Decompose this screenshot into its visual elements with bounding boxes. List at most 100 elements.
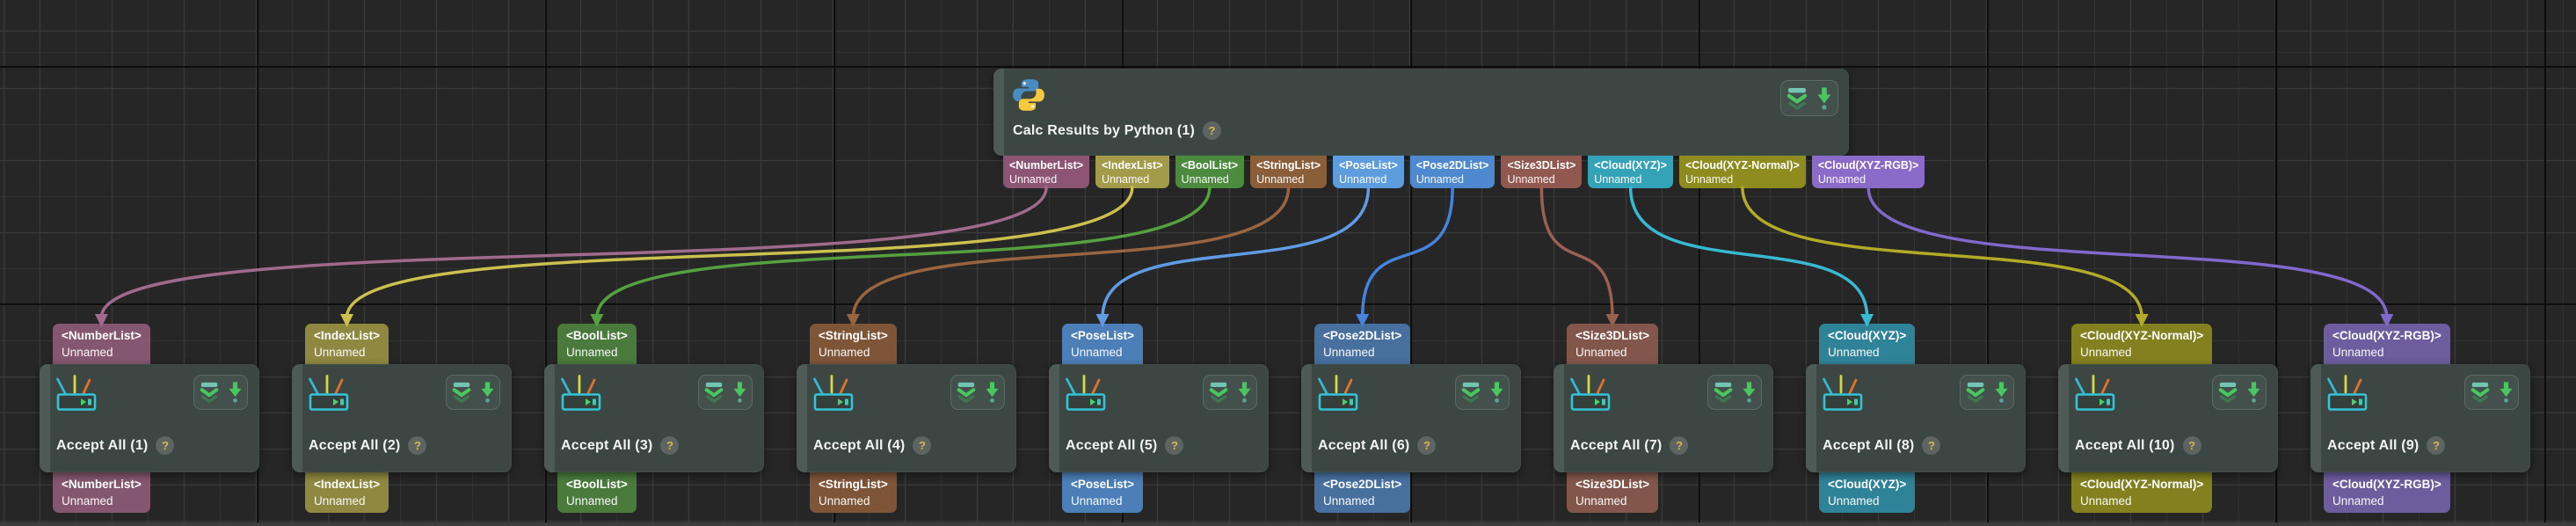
output-port-size3dlist[interactable]: <Size3DList> Unnamed <box>1501 156 1583 188</box>
node-body[interactable]: Accept All (5) ? <box>1049 364 1269 472</box>
output-port[interactable]: <Pose2DList> Unnamed <box>1314 472 1411 513</box>
port-type-label: <BoolList> <box>1181 159 1239 172</box>
wire[interactable] <box>851 186 1291 319</box>
wire[interactable] <box>1360 186 1454 319</box>
arrow-down-icon[interactable] <box>1993 381 2010 404</box>
wire[interactable] <box>1539 186 1614 319</box>
input-port[interactable]: <Size3DList> Unnamed <box>1567 324 1659 364</box>
help-badge[interactable]: ? <box>408 436 427 455</box>
chevrons-down-icon[interactable] <box>199 381 220 404</box>
node-accept-all-7[interactable]: <Size3DList> Unnamed Accept All (7) ? <S… <box>1554 324 1773 513</box>
output-port[interactable]: <IndexList> Unnamed <box>305 472 389 513</box>
output-port-stringlist[interactable]: <StringList> Unnamed <box>1250 156 1328 188</box>
output-port-indexlist[interactable]: <IndexList> Unnamed <box>1095 156 1169 188</box>
help-badge[interactable]: ? <box>1922 436 1941 455</box>
chevrons-down-icon[interactable] <box>1208 381 1229 404</box>
arrow-down-icon[interactable] <box>227 381 244 404</box>
output-port[interactable]: <StringList> Unnamed <box>810 472 897 513</box>
help-badge[interactable]: ? <box>1165 436 1184 455</box>
node-body[interactable]: Accept All (3) ? <box>544 364 764 472</box>
output-port-cloud-xyz-normal[interactable]: <Cloud(XYZ-Normal)> Unnamed <box>1678 156 1806 188</box>
help-badge[interactable]: ? <box>1670 436 1689 455</box>
output-port[interactable]: <PoseList> Unnamed <box>1062 472 1144 513</box>
arrow-down-icon[interactable] <box>2498 381 2514 404</box>
chevrons-down-icon[interactable] <box>1965 381 1986 404</box>
node-accept-all-6[interactable]: <Pose2DList> Unnamed Accept All (6) ? <P… <box>1301 324 1521 513</box>
output-port-cloud-xyz[interactable]: <Cloud(XYZ)> Unnamed <box>1588 156 1673 188</box>
node-action-group <box>698 375 753 410</box>
node-body[interactable]: Accept All (2) ? <box>292 364 512 472</box>
port-name-label: Unnamed <box>1685 173 1734 186</box>
port-type-label: <Cloud(XYZ-Normal)> <box>2080 329 2204 342</box>
arrow-down-icon[interactable] <box>479 381 496 404</box>
wire[interactable] <box>345 186 1134 319</box>
node-body[interactable]: Accept All (10) ? <box>2058 364 2278 472</box>
arrow-down-icon[interactable] <box>1816 86 1833 111</box>
chevrons-down-icon[interactable] <box>1786 86 1808 111</box>
help-badge[interactable]: ? <box>1203 121 1222 140</box>
wire[interactable] <box>99 186 1048 319</box>
node-accept-all-4[interactable]: <StringList> Unnamed Accept All (4) ? <S… <box>797 324 1016 513</box>
node-body[interactable]: Accept All (8) ? <box>1806 364 2026 472</box>
input-port[interactable]: <IndexList> Unnamed <box>305 324 389 364</box>
output-port-pose2dlist[interactable]: <Pose2DList> Unnamed <box>1409 156 1495 188</box>
chevrons-down-icon[interactable] <box>2470 381 2491 404</box>
arrow-down-icon[interactable] <box>2245 381 2262 404</box>
arrow-down-icon[interactable] <box>1488 381 1505 404</box>
help-badge[interactable]: ? <box>2427 436 2446 455</box>
wire[interactable] <box>1741 186 2143 319</box>
input-port[interactable]: <Cloud(XYZ-Normal)> Unnamed <box>2071 324 2213 364</box>
node-accept-all-2[interactable]: <IndexList> Unnamed Accept All (2) ? <In… <box>292 324 512 513</box>
arrow-down-icon[interactable] <box>1741 381 1757 404</box>
output-port[interactable]: <Cloud(XYZ-Normal)> Unnamed <box>2071 472 2213 513</box>
node-accept-all-1[interactable]: <NumberList> Unnamed Accept All (1) ? <N… <box>40 324 259 513</box>
chevrons-down-icon[interactable] <box>956 381 977 404</box>
wire[interactable] <box>1101 186 1371 319</box>
help-badge[interactable]: ? <box>660 436 680 455</box>
wire[interactable] <box>1628 186 1869 319</box>
arrow-down-icon[interactable] <box>731 381 748 404</box>
chevrons-down-icon[interactable] <box>703 381 724 404</box>
chevrons-down-icon[interactable] <box>2217 381 2238 404</box>
node-accept-all-5[interactable]: <PoseList> Unnamed Accept All (5) ? <Pos… <box>1049 324 1269 513</box>
wire[interactable] <box>1867 186 2389 319</box>
help-badge[interactable]: ? <box>156 436 175 455</box>
output-port[interactable]: <Cloud(XYZ)> Unnamed <box>1819 472 1916 513</box>
node-body[interactable]: Accept All (7) ? <box>1554 364 1773 472</box>
node-accept-all-10[interactable]: <Cloud(XYZ-Normal)> Unnamed Accept All (… <box>2058 324 2278 513</box>
output-port[interactable]: <BoolList> Unnamed <box>557 472 637 513</box>
input-port[interactable]: <NumberList> Unnamed <box>53 324 150 364</box>
input-port[interactable]: <BoolList> Unnamed <box>557 324 637 364</box>
wire[interactable] <box>595 186 1212 319</box>
output-port[interactable]: <Cloud(XYZ-RGB)> Unnamed <box>2324 472 2450 513</box>
output-port-numberlist[interactable]: <NumberList> Unnamed <box>1003 156 1090 188</box>
input-port[interactable]: <Pose2DList> Unnamed <box>1314 324 1411 364</box>
chevrons-down-icon[interactable] <box>451 381 472 404</box>
node-body[interactable]: Accept All (1) ? <box>40 364 259 472</box>
node-accept-all-9[interactable]: <Cloud(XYZ-RGB)> Unnamed Accept All (9) … <box>2310 324 2530 513</box>
node-body[interactable]: Calc Results by Python (1) ? <box>993 69 1849 156</box>
input-port[interactable]: <PoseList> Unnamed <box>1062 324 1144 364</box>
output-port-poselist[interactable]: <PoseList> Unnamed <box>1333 156 1404 188</box>
node-body[interactable]: Accept All (6) ? <box>1301 364 1521 472</box>
output-port-cloud-xyz-rgb[interactable]: <Cloud(XYZ-RGB)> Unnamed <box>1811 156 1925 188</box>
node-accept-all-8[interactable]: <Cloud(XYZ)> Unnamed Accept All (8) ? <C… <box>1806 324 2026 513</box>
chevrons-down-icon[interactable] <box>1460 381 1481 404</box>
arrow-down-icon[interactable] <box>1236 381 1253 404</box>
chevrons-down-icon[interactable] <box>1713 381 1734 404</box>
node-accept-all-3[interactable]: <BoolList> Unnamed Accept All (3) ? <Boo… <box>544 324 764 513</box>
output-port[interactable]: <Size3DList> Unnamed <box>1567 472 1659 513</box>
node-body[interactable]: Accept All (4) ? <box>797 364 1016 472</box>
help-badge[interactable]: ? <box>1417 436 1437 455</box>
help-badge[interactable]: ? <box>2182 436 2201 455</box>
input-port[interactable]: <StringList> Unnamed <box>810 324 897 364</box>
input-port[interactable]: <Cloud(XYZ-RGB)> Unnamed <box>2324 324 2450 364</box>
help-badge[interactable]: ? <box>913 436 932 455</box>
output-port[interactable]: <NumberList> Unnamed <box>53 472 150 513</box>
node-body[interactable]: Accept All (9) ? <box>2310 364 2530 472</box>
arrow-down-icon[interactable] <box>984 381 1001 404</box>
node-calc-results-by-python[interactable]: Calc Results by Python (1) ? <NumberList… <box>993 69 1925 188</box>
output-port-boollist[interactable]: <BoolList> Unnamed <box>1175 156 1245 188</box>
input-port[interactable]: <Cloud(XYZ)> Unnamed <box>1819 324 1916 364</box>
